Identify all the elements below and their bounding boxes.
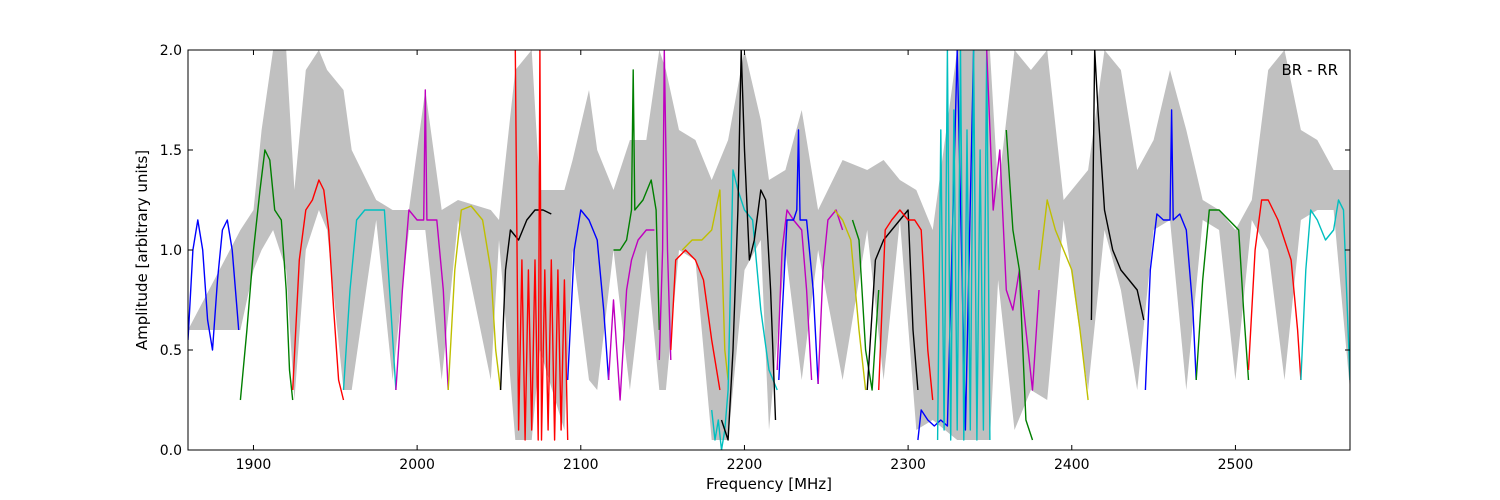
series-line-6 [447,205,502,391]
x-tick-label: 2000 [399,457,435,473]
y-axis: 0.0 0.5 1.0 1.5 2.0 [160,43,1350,459]
series-line-12 [658,50,672,361]
x-axis-label: Frequency [MHz] [706,475,832,493]
y-tick-label: 1.0 [160,243,182,259]
series-line-14 [681,189,729,381]
y-axis-label: Amplitude [arbitrary units] [133,150,151,350]
series-line-8 [514,50,569,441]
series-line-4 [342,209,397,391]
chart-annotation: BR - RR [1281,61,1338,79]
series-line-28 [1038,199,1089,401]
series-line-11 [613,69,660,331]
series-line-27 [1005,129,1034,441]
background-envelope [188,50,1350,440]
plot-area [188,50,1350,450]
series-line-7 [499,209,552,391]
series-line-9 [567,209,610,381]
x-tick-label: 2300 [890,457,926,473]
series-line-22 [866,209,919,391]
series-line-30 [1144,109,1197,391]
x-tick-label: 2400 [1054,457,1090,473]
y-tick-label: 1.5 [160,143,182,159]
series-line-26 [986,50,1040,391]
series-line-32 [1247,199,1302,381]
series-line-2 [239,149,294,401]
series-group [188,50,1350,450]
series-line-31 [1195,209,1250,381]
series-line-19 [817,209,844,385]
series-line-3 [292,179,345,401]
y-tick-label: 2.0 [160,43,182,59]
series-line-33 [1300,199,1350,381]
y-tick-label: 0.5 [160,343,182,359]
series-line-23 [878,209,934,401]
x-axis: 1900 2000 2100 2200 2300 2400 2500 [236,50,1254,473]
x-tick-label: 2100 [563,457,599,473]
y-tick-label: 0.0 [160,443,182,459]
x-tick-label: 1900 [236,457,272,473]
series-line-16 [720,50,777,441]
x-tick-label: 2500 [1218,457,1254,473]
series-line-10 [607,229,655,401]
series-line-15 [711,169,778,450]
series-line-13 [670,249,721,391]
series-line-1 [188,219,240,351]
series-line-21 [851,219,880,391]
series-line-29 [1090,50,1145,321]
series-line-18 [778,129,819,385]
x-tick-label: 2200 [727,457,763,473]
series-line-20 [833,209,867,391]
series-line-25 [936,50,991,441]
series-line-5 [395,89,449,391]
